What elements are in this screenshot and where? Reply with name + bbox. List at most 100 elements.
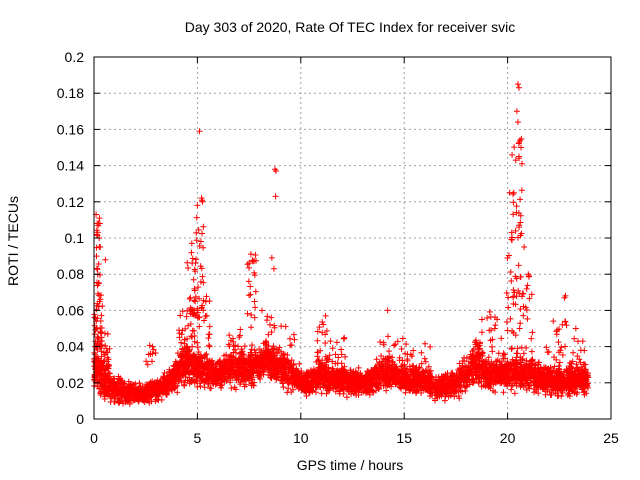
data-point: [229, 360, 236, 367]
data-point: [507, 269, 514, 276]
data-point: [219, 381, 226, 388]
data-point: [118, 381, 125, 388]
data-point: [503, 319, 510, 326]
data-point: [513, 203, 520, 210]
data-point: [510, 199, 517, 206]
data-point: [201, 384, 208, 391]
data-point: [427, 343, 434, 350]
data-point: [528, 335, 535, 342]
data-point: [385, 348, 392, 355]
data-point: [270, 343, 277, 350]
data-point: [286, 335, 293, 342]
data-point: [289, 386, 296, 393]
data-point: [205, 362, 212, 369]
data-point: [399, 335, 406, 342]
data-point: [225, 369, 232, 376]
data-point: [252, 251, 259, 258]
data-point: [492, 322, 499, 329]
data-point: [203, 312, 210, 319]
data-point: [252, 349, 259, 356]
data-point: [241, 371, 248, 378]
data-point: [258, 307, 265, 314]
data-point: [247, 356, 254, 363]
data-point: [287, 342, 294, 349]
data-point: [137, 383, 144, 390]
data-point: [234, 343, 241, 350]
data-point: [154, 381, 161, 388]
data-point: [237, 326, 244, 333]
data-point: [114, 384, 121, 391]
data-point: [314, 337, 321, 344]
data-point: [132, 380, 139, 387]
data-point: [248, 359, 255, 366]
data-point: [174, 389, 181, 396]
data-point: [101, 330, 108, 337]
data-point: [517, 273, 524, 280]
data-point: [102, 256, 109, 263]
data-point: [510, 191, 517, 198]
data-point: [486, 308, 493, 315]
data-point: [279, 376, 286, 383]
data-point: [181, 379, 188, 386]
data-point: [101, 396, 108, 403]
data-point: [251, 314, 258, 321]
data-point: [167, 377, 174, 384]
data-point: [266, 321, 273, 328]
data-point: [220, 358, 227, 365]
data-point: [249, 364, 256, 371]
data-point: [260, 371, 267, 378]
data-point: [243, 381, 250, 388]
data-point: [171, 385, 178, 392]
data-point: [206, 343, 213, 350]
data-point: [244, 261, 251, 268]
data-point: [194, 375, 201, 382]
data-point: [228, 385, 235, 392]
data-point: [507, 315, 514, 322]
data-point: [184, 368, 191, 375]
data-point: [292, 372, 299, 379]
data-point: [523, 344, 530, 351]
data-point: [178, 339, 185, 346]
data-point: [155, 380, 162, 387]
data-point: [577, 347, 584, 354]
data-point: [268, 366, 275, 373]
data-point: [182, 374, 189, 381]
data-point: [520, 350, 527, 357]
data-point: [511, 390, 518, 397]
data-point: [245, 278, 252, 285]
data-point: [291, 336, 298, 343]
data-point: [278, 323, 285, 330]
data-point: [194, 344, 201, 351]
data-point: [571, 335, 578, 342]
data-point: [520, 312, 527, 319]
data-point: [421, 355, 428, 362]
data-point: [146, 342, 153, 349]
data-point: [175, 378, 182, 385]
data-point: [508, 345, 515, 352]
data-point: [104, 331, 111, 338]
data-point: [555, 339, 562, 346]
data-point: [524, 315, 531, 322]
data-point: [287, 364, 294, 371]
data-point: [227, 379, 234, 386]
data-point: [484, 314, 491, 321]
data-point: [194, 202, 201, 209]
data-point: [246, 364, 253, 371]
data-point: [333, 339, 340, 346]
data-point: [174, 369, 181, 376]
data-point: [125, 378, 132, 385]
data-point: [287, 376, 294, 383]
data-point: [163, 377, 170, 384]
data-point: [205, 367, 212, 374]
data-point: [385, 333, 392, 340]
data-point: [523, 306, 530, 313]
data-point: [97, 244, 104, 251]
data-point: [422, 340, 429, 347]
data-point: [248, 346, 255, 353]
data-point: [278, 368, 285, 375]
data-point: [189, 255, 196, 262]
data-point: [280, 364, 287, 371]
data-point: [322, 339, 329, 346]
data-point: [523, 285, 530, 292]
